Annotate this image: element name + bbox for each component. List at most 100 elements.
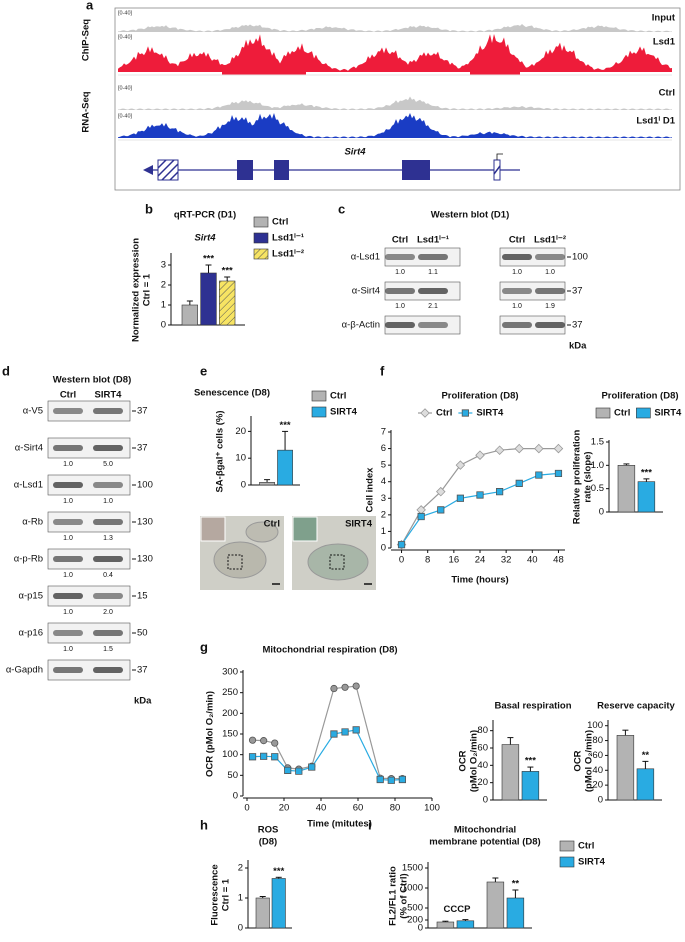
band [93, 519, 123, 525]
blot-strip [47, 474, 131, 496]
row-label: α-p-Rb [14, 554, 43, 565]
chart-subtitle: membrane potential (D8) [429, 837, 540, 848]
coverage-track [118, 96, 672, 110]
y-tick-label: 50 [227, 770, 238, 781]
lane-label: Ctrl [392, 235, 408, 246]
quantification: 1.0 [103, 498, 113, 505]
significance: *** [280, 420, 291, 431]
bar [255, 897, 270, 929]
quantification: 0.4 [103, 572, 113, 579]
exon [237, 160, 253, 180]
band [53, 482, 83, 488]
significance: *** [641, 467, 652, 478]
legend-label: Lsd1ⁱ⁻² [272, 248, 304, 260]
inset [292, 516, 318, 542]
significance: ** [642, 750, 650, 761]
y-tick-label: 150 [222, 729, 238, 740]
lane-label: SIRT4 [95, 390, 123, 401]
point [514, 443, 524, 454]
y-tick-label: 200 [222, 708, 238, 719]
y-axis-label: Relative proliferation [572, 430, 583, 525]
row-label: α-Lsd1 [351, 252, 380, 263]
y-tick-label: 200 [407, 915, 423, 926]
point [398, 775, 406, 784]
point [456, 494, 464, 502]
band [53, 445, 83, 451]
y-axis-label: Cell index [365, 467, 376, 513]
y-tick-label: 80 [592, 735, 603, 746]
blot-strip [47, 585, 131, 607]
y-tick-label: 80 [477, 725, 488, 736]
y-axis-label: OCR [573, 750, 584, 771]
y-tick-label: 20 [592, 780, 603, 791]
exon-utr [157, 159, 179, 181]
point [515, 479, 523, 487]
quantification: 1.1 [428, 269, 438, 276]
row-label: α-p16 [18, 628, 43, 639]
y-tick-label: 0 [381, 543, 386, 554]
hatch [493, 165, 501, 175]
unit: kDa [134, 696, 152, 707]
y-tick-label: 0 [598, 795, 603, 806]
y-axis-label: FL2/FL1 ratio [388, 866, 399, 926]
legend-swatch [595, 407, 611, 419]
quantification: 1.0 [63, 609, 73, 616]
bar [521, 771, 540, 801]
legend-swatch [559, 840, 575, 852]
exon [402, 160, 430, 180]
y-tick-label: 1.0 [591, 460, 604, 471]
y-axis-label: Ctrl = 1 [142, 273, 153, 306]
x-tick-label: 8 [425, 555, 430, 566]
bar [636, 768, 655, 801]
chart-title: Proliferation (D8) [441, 391, 518, 402]
bar [277, 449, 293, 486]
band [502, 288, 532, 294]
blot-title: Western blot (D8) [53, 375, 131, 386]
band [93, 482, 123, 488]
legend-label: Lsd1ⁱ⁻¹ [272, 232, 304, 244]
peak-region [470, 72, 520, 75]
y-tick-label: 100 [587, 720, 603, 731]
mw-marker: 15 [137, 591, 148, 602]
bar [271, 878, 286, 929]
panel-label: b [145, 201, 153, 216]
y-tick-label: 1 [381, 526, 386, 537]
y-tick-label: 1 [161, 300, 166, 311]
band [53, 556, 83, 562]
x-tick-label: 40 [316, 803, 327, 814]
x-tick-label: 40 [527, 555, 538, 566]
point [284, 766, 292, 774]
legend-swatch [253, 232, 269, 244]
legend-swatch [311, 406, 327, 418]
point [553, 443, 564, 454]
band [535, 288, 565, 294]
y-axis-label: (pMol O₂/min) [469, 730, 480, 792]
y-tick-label: 1 [238, 893, 243, 904]
point [352, 682, 360, 690]
y-tick-label: 6 [381, 443, 386, 454]
y-tick-label: 0 [599, 507, 604, 518]
strand-arrow [143, 165, 153, 175]
legend-label: SIRT4 [476, 408, 504, 419]
y-axis-label: rate (slope) [583, 451, 594, 502]
band [93, 445, 123, 451]
track-name: Lsd1ⁱ D1 [636, 115, 675, 127]
quantification: 1.5 [103, 646, 113, 653]
y-tick-label: 0 [418, 923, 423, 934]
y-tick-label: 7 [381, 427, 386, 438]
y-tick-label: 2 [238, 863, 243, 874]
peak-region [222, 72, 306, 75]
legend-label: Ctrl [578, 841, 594, 852]
row-label: α-Lsd1 [14, 480, 43, 491]
tss-marker [496, 153, 503, 160]
y-axis-label: Ctrl = 1 [221, 878, 232, 911]
track-range: [0-40] [118, 113, 133, 119]
y-tick-label: 5 [381, 460, 386, 471]
bar [259, 482, 275, 486]
quantification: 1.0 [545, 269, 555, 276]
x-tick-label: 100 [424, 803, 440, 814]
significance: ** [512, 879, 520, 890]
inset-box [329, 554, 345, 570]
band [418, 288, 448, 294]
